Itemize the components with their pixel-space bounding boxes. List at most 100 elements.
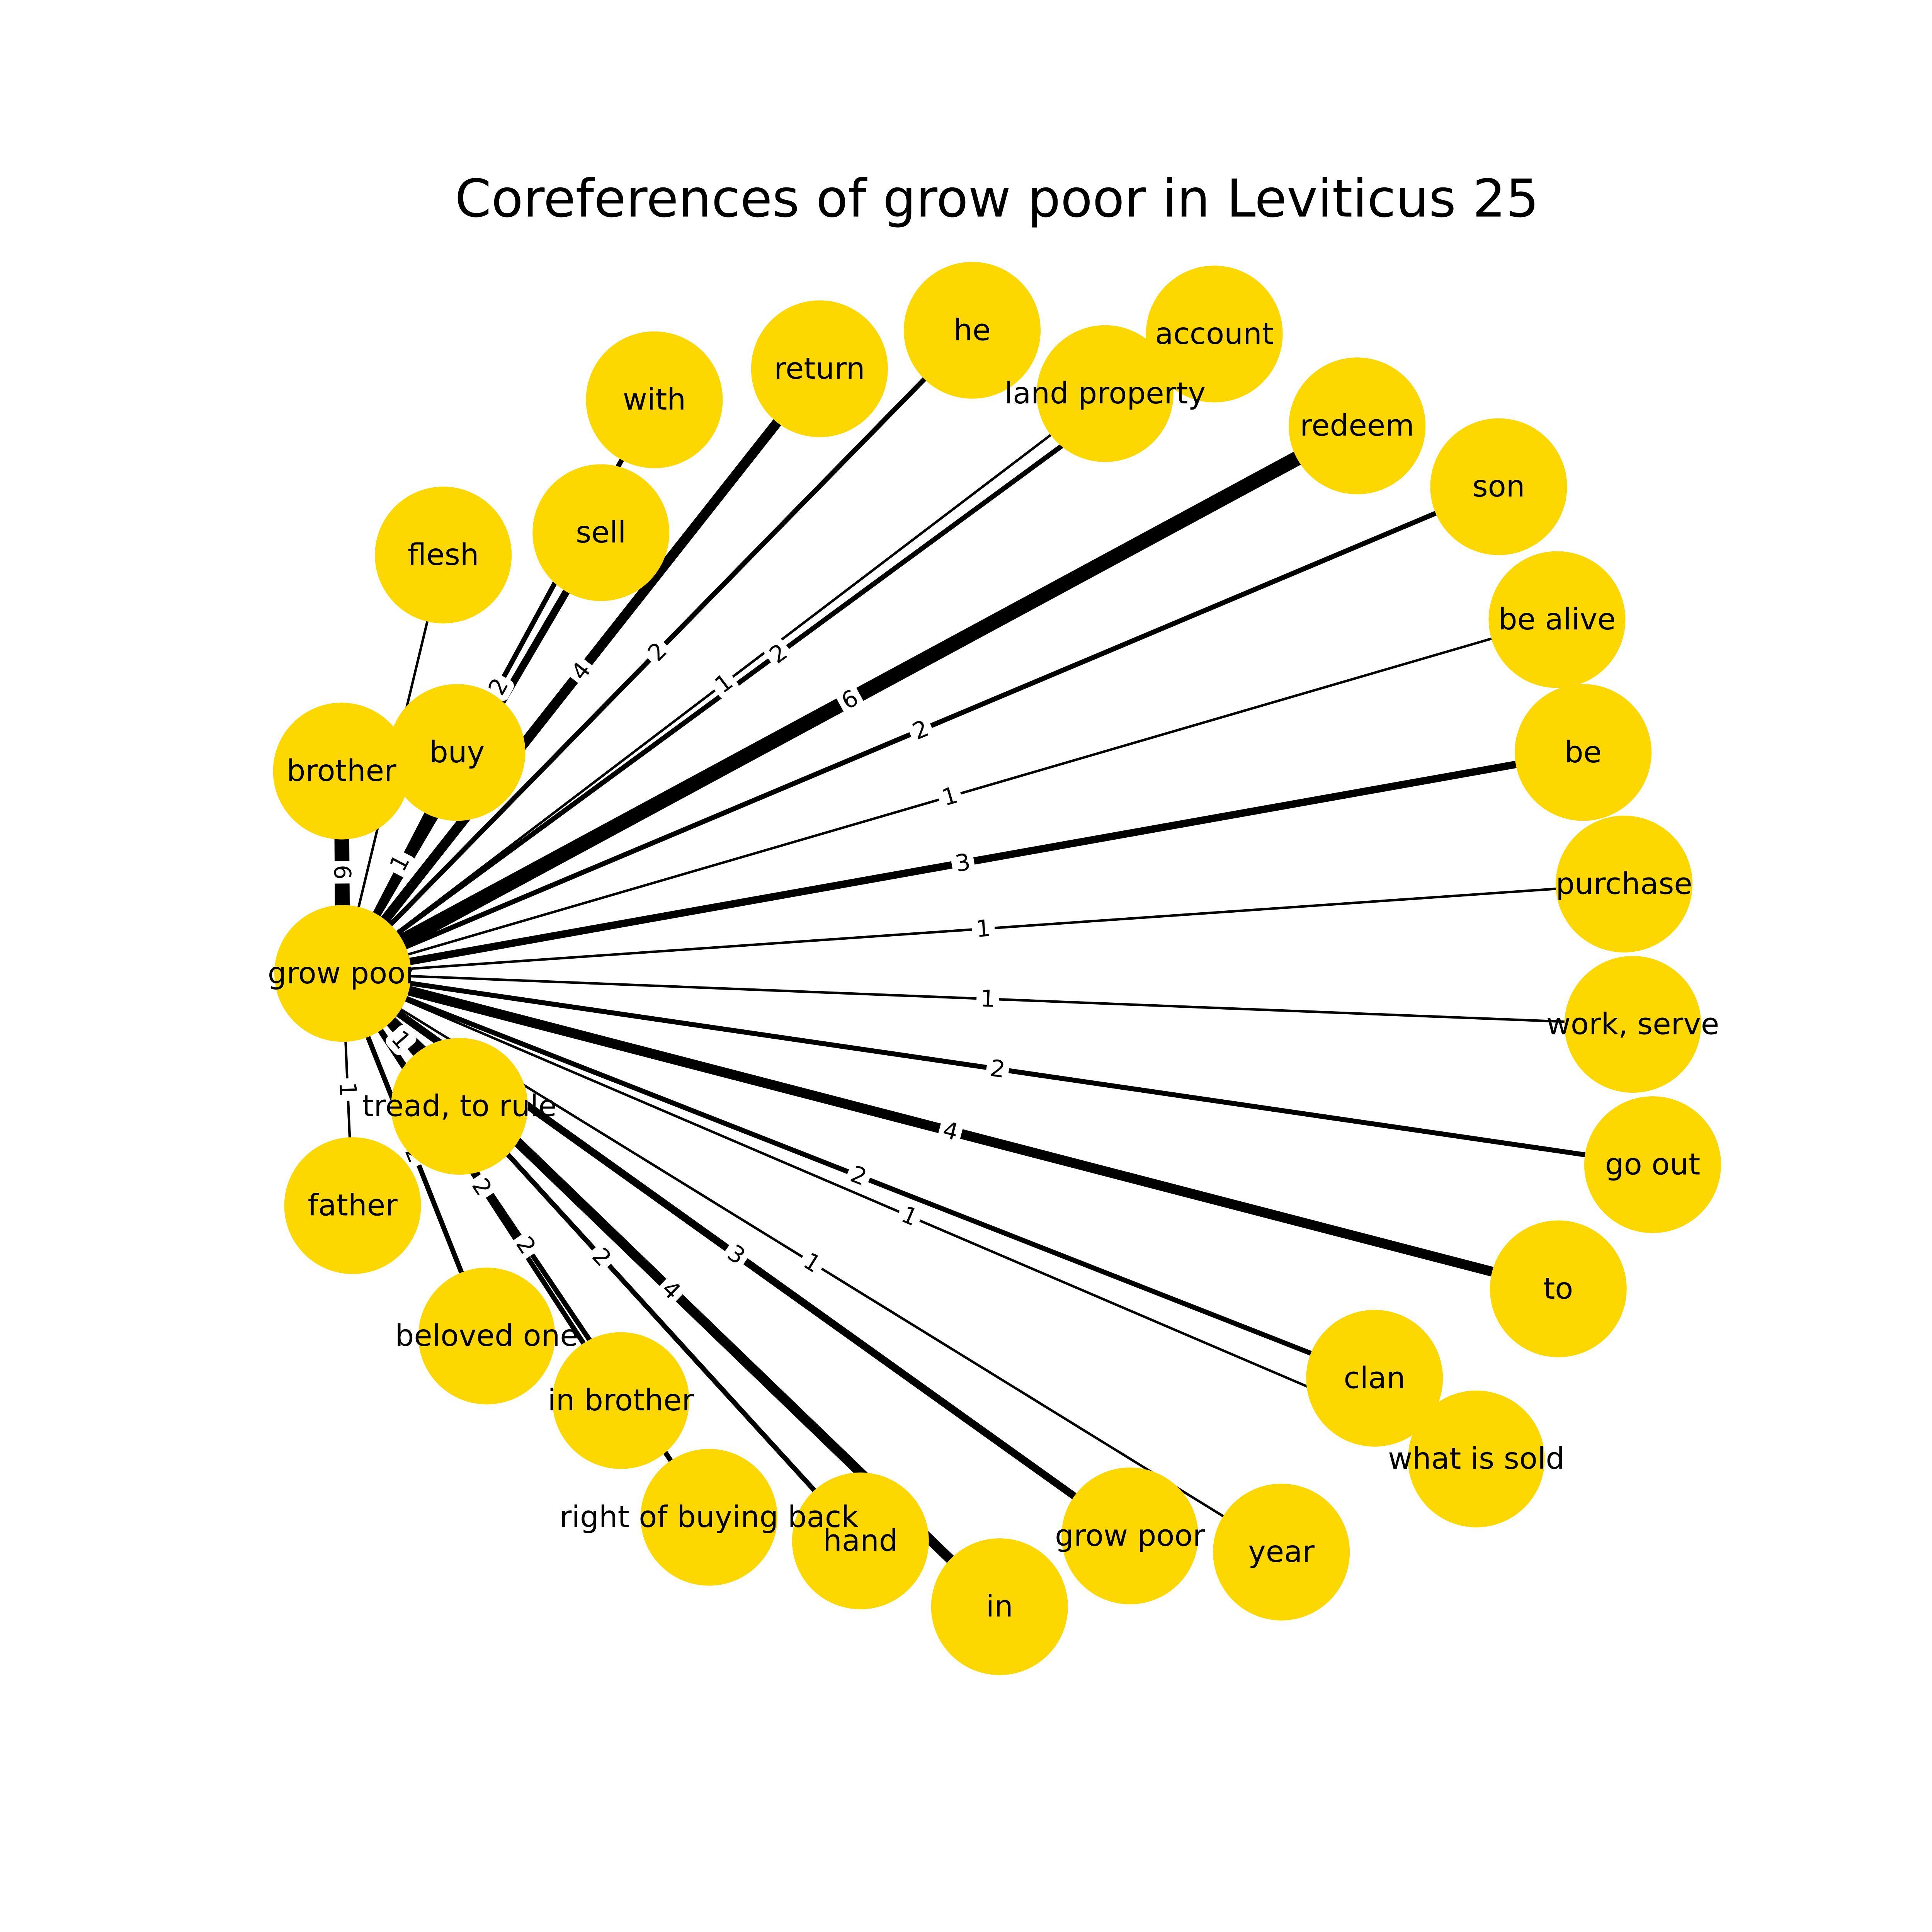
edge-label-box [845,1160,872,1191]
node-label: work, serve [1546,1007,1719,1042]
node-label: year [1248,1535,1315,1569]
edge-label-box [797,1247,827,1278]
edge-label-box [328,861,356,884]
node [931,1538,1068,1675]
node [273,702,410,840]
edge-label-box [721,1239,751,1270]
edge-label-box [586,1242,617,1272]
node [418,1267,555,1405]
edge-label-box [709,668,739,699]
edge-label: 6 [328,861,356,884]
edge-weight: 1 [334,1082,362,1097]
diagram-title: Coreferences of grow poor in Leviticus 2… [455,168,1539,229]
node-label: clan [1344,1361,1405,1395]
node-label: go out [1605,1148,1701,1182]
edge-label: 4 [937,1116,964,1146]
edge-label: 1 [709,668,739,699]
edge-label: 1 [971,914,995,943]
node-label: beloved one [395,1319,578,1353]
node-label: account [1155,317,1274,351]
edge-label-box [642,636,673,667]
node-label: brother [287,754,396,788]
node-label: hand [823,1524,898,1558]
edge-label-box [895,1201,923,1232]
node [904,262,1041,399]
node [1061,1467,1199,1604]
node [1036,325,1173,462]
node [751,300,888,437]
node-label: son [1473,469,1525,504]
node-label: in [986,1590,1013,1624]
edge-label-box [906,714,935,745]
node [391,1038,528,1175]
edge-label: 2 [906,714,935,745]
node-label: in brother [548,1383,694,1418]
node [388,684,526,821]
node [586,331,723,468]
edge-label: 1 [895,1201,923,1232]
node [792,1472,929,1609]
node-label: buy [429,735,485,770]
edge-label-box [764,638,794,669]
node [1213,1483,1350,1621]
node-label: he [954,313,991,347]
edge-label-box [656,1275,687,1306]
node-label: be alive [1498,602,1616,637]
edge-label-box [333,1078,362,1101]
edge-label: 1 [937,781,963,812]
node [1515,684,1652,821]
node-label: purchase [1556,867,1692,901]
node [1306,1310,1443,1447]
edge-label: 1 [976,985,1000,1013]
edge-weight: 1 [975,915,992,942]
node [1564,956,1701,1093]
edge-label: 1 [333,1078,362,1101]
edge-label-box [384,849,415,878]
node-label: sell [576,515,626,550]
edge-weight: 6 [328,865,355,880]
edge-label: 2 [764,638,794,669]
edge-label-box [937,1116,964,1146]
node-label: right of buying back [560,1500,859,1534]
node [1556,815,1693,952]
edge-label-box [386,1025,417,1055]
node-label: father [308,1189,398,1223]
edge-weight: 1 [980,985,996,1012]
node-label: grow poor [1055,1519,1205,1553]
edge-label-box [510,1230,541,1260]
edge-label-box [466,1172,497,1202]
node-label: flesh [408,538,479,572]
node-label: be [1565,735,1602,770]
edge-label-box [971,914,995,943]
edge-label: 1 [797,1247,827,1278]
node-label: with [623,383,686,417]
edge-label: 3 [950,848,976,878]
node [532,464,670,601]
edge-label-box [950,848,976,878]
node [375,486,512,624]
node [1490,1220,1627,1357]
node [284,1137,421,1274]
node [1488,551,1626,688]
node [1430,418,1567,555]
edge-label: 2 [985,1054,1010,1084]
node-label: tread, to rule [362,1089,557,1124]
edge-label-box [835,684,864,715]
node [1408,1390,1545,1527]
node-label: redeem [1300,409,1414,443]
edge-label-box [976,985,1000,1013]
nodes: grow poor flesh with return he account land pr… [268,262,1721,1675]
node [552,1332,689,1469]
node-label: what is sold [1388,1442,1565,1476]
edge-label-box [937,781,963,812]
node-label: return [774,352,865,386]
edge-label-box [566,656,597,686]
node [640,1449,777,1586]
node [1289,357,1426,495]
node [274,905,411,1042]
edge-label: 2 [845,1160,872,1191]
node [1146,265,1283,403]
node [1584,1096,1721,1233]
node-label: to [1543,1272,1573,1306]
